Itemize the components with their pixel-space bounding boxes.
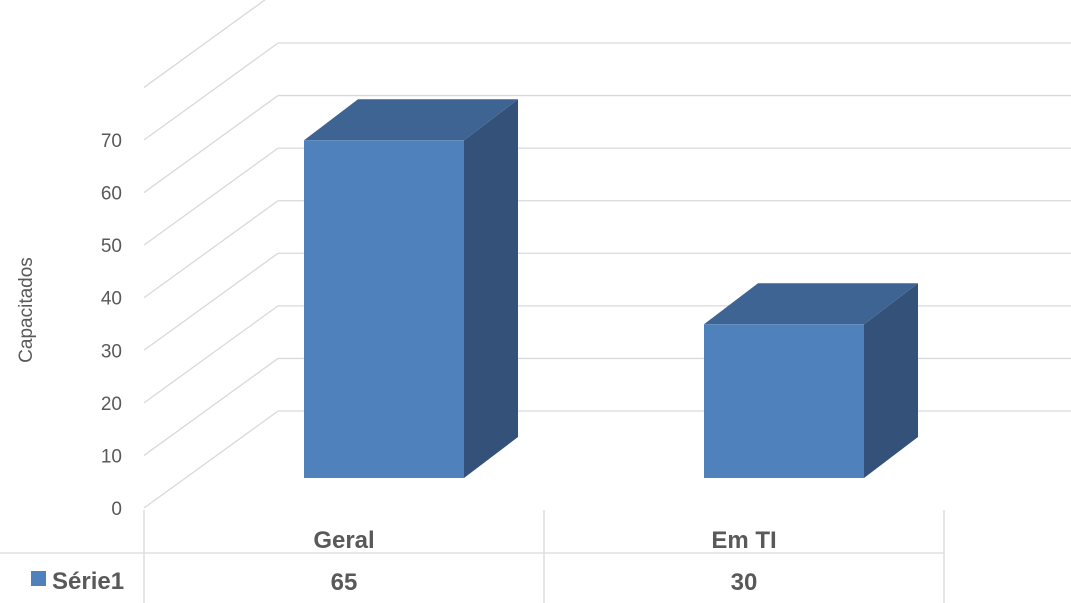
bar-front xyxy=(304,140,464,479)
y-tick-label: 0 xyxy=(111,499,122,520)
bar-top xyxy=(704,283,918,325)
table-value: 30 xyxy=(731,569,758,596)
y-tick-label: 30 xyxy=(101,341,122,362)
y-axis-ticks: 0 10 20 30 40 50 60 70 xyxy=(101,131,122,520)
gridline-diagonal xyxy=(143,305,279,404)
gridline-diagonal xyxy=(143,42,279,141)
y-tick-label: 40 xyxy=(101,289,122,310)
y-tick-label: 20 xyxy=(101,394,122,415)
gridline-diagonal xyxy=(143,200,279,299)
gridline-diagonal xyxy=(143,0,266,88)
y-tick-label: 70 xyxy=(101,131,122,152)
y-tick-label: 10 xyxy=(101,446,122,467)
gridline-diagonal xyxy=(143,147,279,246)
y-tick-label: 60 xyxy=(101,184,122,205)
y-tick-label: 50 xyxy=(101,236,122,257)
legend-series-name: Série1 xyxy=(52,568,124,595)
gridline-diagonal xyxy=(143,95,279,194)
bar-side xyxy=(464,99,518,479)
bar-top xyxy=(304,99,518,141)
bar-side xyxy=(864,283,918,478)
bar-front xyxy=(704,324,864,478)
bar-geral xyxy=(304,99,518,479)
bars xyxy=(304,99,918,479)
category-label: Em TI xyxy=(711,527,776,554)
data-table: Série1 Geral 65 Em TI 30 xyxy=(0,510,945,603)
bar-em-ti xyxy=(704,283,918,478)
grid-lines xyxy=(143,0,1071,509)
table-value: 65 xyxy=(331,569,358,596)
gridline-diagonal xyxy=(143,252,279,351)
gridline-diagonal xyxy=(143,357,279,456)
gridline-diagonal xyxy=(143,410,279,509)
legend-swatch xyxy=(31,571,46,586)
y-axis-title: Capacitados xyxy=(16,257,37,363)
category-label: Geral xyxy=(313,527,374,554)
